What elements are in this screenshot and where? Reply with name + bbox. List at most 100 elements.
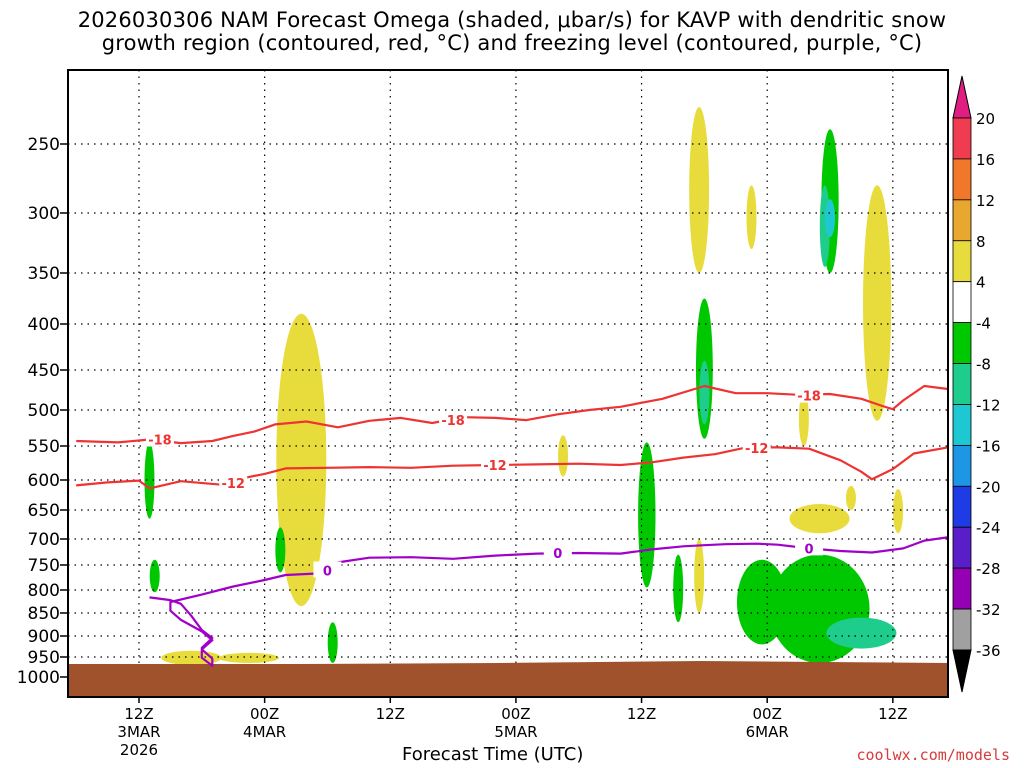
- colorbar-label: -28: [976, 560, 1001, 578]
- colorbar-swatch: [952, 199, 972, 242]
- chart-title-line-1: 2026030306 NAM Forecast Omega (shaded, μ…: [77, 8, 947, 32]
- gridlines: [68, 70, 948, 697]
- omega-shade-region: [789, 503, 850, 534]
- colorbar-swatch: [952, 281, 972, 324]
- omega-shade-region: [798, 392, 809, 447]
- x-tick-label: 00Z: [501, 705, 530, 723]
- contour-label: 0: [553, 547, 562, 562]
- omega-shade-region: [149, 559, 160, 593]
- y-tick-label: 350: [28, 264, 60, 284]
- y-tick-label: 450: [28, 361, 60, 381]
- y-axis: 250 300 350 400 450 500 550 600 650 700 750 800 850 9…: [17, 135, 68, 688]
- x-tick-label: 3MAR: [117, 723, 160, 741]
- x-tick-label: 12Z: [627, 705, 656, 723]
- colorbar-swatch: [952, 608, 972, 651]
- contour-label: -18: [441, 414, 465, 429]
- colorbar-label: 16: [976, 151, 995, 169]
- dendritic-bottom-contour: [76, 446, 948, 490]
- omega-shade-region: [825, 199, 836, 238]
- y-tick-label: 850: [28, 604, 60, 624]
- contour-label-bg: [795, 386, 824, 403]
- colorbar-swatch: [952, 526, 972, 569]
- contour-label-bg: [219, 474, 248, 490]
- contour-label: -18: [148, 434, 172, 449]
- y-tick-label: 250: [28, 135, 60, 155]
- colorbar-swatch: [952, 485, 972, 528]
- omega-shade-region: [893, 489, 904, 534]
- colorbar-label: -16: [976, 437, 1001, 455]
- colorbar-swatch: [952, 117, 972, 160]
- y-tick-label: 700: [28, 530, 60, 550]
- omega-shade-region: [558, 435, 569, 477]
- omega-shade-region: [673, 554, 684, 623]
- contour-label: -12: [221, 477, 245, 492]
- dendritic-top-contour: [76, 384, 948, 445]
- contour-label: -12: [483, 459, 507, 474]
- colorbar-swatch: [952, 240, 972, 283]
- contour-label: -18: [797, 390, 821, 405]
- colorbar-swatch: [952, 404, 972, 446]
- omega-shade-region: [689, 107, 710, 273]
- y-tick-label: 300: [28, 204, 60, 224]
- omega-shade-region: [694, 539, 705, 613]
- colorbar-label: -4: [976, 315, 991, 333]
- omega-shade-region: [276, 313, 327, 607]
- contour-label-bg: [313, 561, 342, 578]
- chart-title-line-2: growth region (contoured, red, °C) and f…: [101, 31, 923, 55]
- x-axis-label: Forecast Time (UTC): [402, 744, 584, 765]
- colorbar-swatch: [952, 363, 972, 405]
- x-tick-label: 6MAR: [746, 723, 789, 741]
- omega-shading-layer: [144, 107, 904, 665]
- contour-label-bg: [742, 439, 771, 456]
- omega-shade-region: [218, 652, 279, 664]
- colorbar: 20 16 12 8 4 -4 -8 -12 -16 -20 -24 -28 -32 -36: [952, 75, 1001, 693]
- colorbar-label: -24: [976, 519, 1001, 537]
- y-tick-label: 550: [28, 437, 60, 457]
- contour-layer: -18 -18 -18 -12 -12 -12 0 0 0: [76, 384, 948, 667]
- colorbar-label: -8: [976, 356, 991, 374]
- colorbar-swatch: [952, 322, 972, 364]
- colorbar-label: 8: [976, 233, 986, 251]
- x-tick-label: 00Z: [753, 705, 782, 723]
- omega-shade-region: [275, 527, 286, 573]
- contour-label: -12: [745, 442, 769, 457]
- omega-shade-region: [826, 617, 897, 649]
- colorbar-label: -32: [976, 601, 1001, 619]
- y-tick-label: 800: [28, 581, 60, 601]
- omega-shade-region: [699, 360, 710, 425]
- omega-shade-region: [144, 442, 155, 519]
- colorbar-label: -20: [976, 478, 1001, 496]
- colorbar-swatch: [952, 567, 972, 610]
- contour-label: 0: [323, 565, 332, 580]
- x-tick-label: 12Z: [376, 705, 405, 723]
- y-tick-label: 600: [28, 471, 60, 491]
- site-credit: coolwx.com/models: [856, 746, 1010, 764]
- omega-shade-region: [845, 486, 856, 510]
- colorbar-bottom-arrow: [952, 649, 972, 693]
- y-tick-label: 1000: [17, 668, 60, 688]
- x-tick-label: 4MAR: [243, 723, 286, 741]
- omega-shade-region: [327, 622, 338, 663]
- x-tick-label: 12Z: [878, 705, 907, 723]
- x-tick-label: 5MAR: [494, 723, 537, 741]
- omega-shade-region: [736, 559, 787, 645]
- ground-layer: [68, 661, 948, 697]
- y-tick-label: 500: [28, 401, 60, 421]
- x-tick-label: 12Z: [124, 705, 153, 723]
- omega-shade-region: [863, 185, 892, 421]
- colorbar-label: 12: [976, 192, 995, 210]
- omega-shade-region: [746, 185, 757, 249]
- y-tick-label: 400: [28, 315, 60, 335]
- x-tick-label: 00Z: [250, 705, 279, 723]
- y-tick-label: 900: [28, 627, 60, 647]
- colorbar-label: -12: [976, 396, 1001, 414]
- ground-surface: [68, 661, 948, 680]
- colorbar-label: -36: [976, 642, 1001, 660]
- colorbar-top-arrow: [952, 75, 972, 119]
- contour-label-bg: [480, 456, 509, 473]
- x-tick-label: 2026: [120, 741, 158, 759]
- colorbar-swatch: [952, 444, 972, 487]
- colorbar-label: 20: [976, 110, 995, 128]
